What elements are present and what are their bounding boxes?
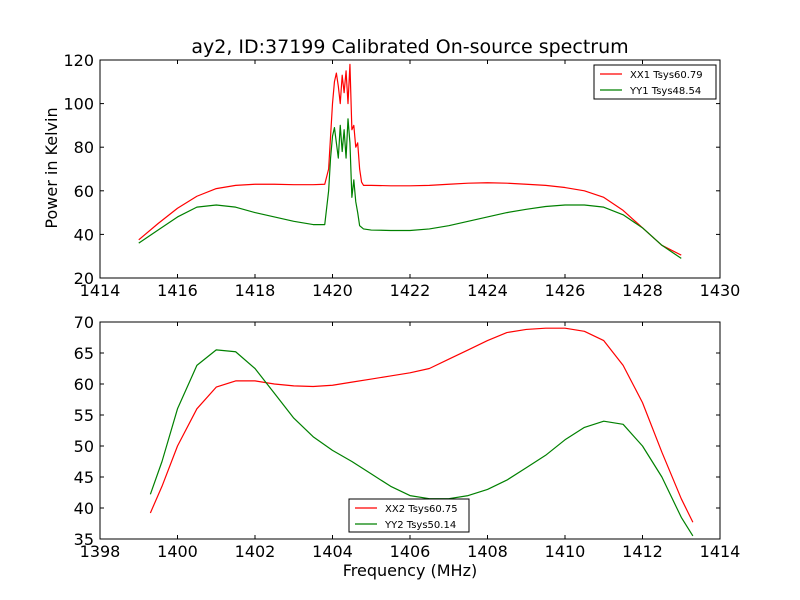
bottom-chart-y-tick-label: 65	[74, 344, 94, 363]
top-chart-y-axis-label: Power in Kelvin	[42, 107, 61, 228]
top-chart-y-tick-label: 80	[74, 138, 94, 157]
top-chart-legend: XX1 Tsys60.79 YY1 Tsys48.54	[593, 64, 717, 100]
top-chart-y-tick-label: 40	[74, 225, 94, 244]
top-chart-x-tick-label: 1428	[622, 281, 663, 300]
top-chart-x-tick-label: 1430	[700, 281, 741, 300]
top-chart: 1414 1416 1418 1420 1422 1424 1426 1428 1430 20 40…	[63, 51, 740, 300]
top-chart-series-line-1	[138, 63, 682, 256]
bottom-chart-y-tick-label: 50	[74, 437, 94, 456]
bottom-chart-y-tick-label: 35	[74, 530, 94, 549]
top-chart-x-tick-label: 1424	[467, 281, 508, 300]
bottom-chart-x-tick-label: 1406	[390, 542, 431, 561]
top-chart-series-line-2	[138, 118, 682, 259]
top-chart-title: ay2, ID:37199 Calibrated On-source spect…	[191, 36, 628, 58]
top-chart-y-tick-label: 120	[63, 51, 94, 70]
top-chart-y-tick-label: 60	[74, 182, 94, 201]
top-chart-y-tick-label: 100	[63, 95, 94, 114]
top-chart-x-tick-label: 1416	[157, 281, 198, 300]
top-chart-legend-label-2: YY1 Tsys48.54	[629, 86, 701, 97]
bottom-chart-y-tick-label: 55	[74, 406, 94, 425]
bottom-chart-x-tick-label: 1412	[622, 542, 663, 561]
bottom-chart-x-tick-label: 1410	[545, 542, 586, 561]
bottom-chart-x-tick-label: 1404	[312, 542, 353, 561]
bottom-chart-y-tick-label: 45	[74, 468, 94, 487]
top-chart-x-tick-label: 1420	[312, 281, 353, 300]
bottom-chart-x-axis-label: Frequency (MHz)	[343, 561, 477, 580]
bottom-chart-legend-label-2: YY2 Tsys50.14	[384, 520, 456, 531]
bottom-chart-x-tick-label: 1414	[700, 542, 741, 561]
bottom-chart-x-tick-label: 1398	[80, 542, 121, 561]
bottom-chart-y-tick-label: 40	[74, 499, 94, 518]
bottom-chart-legend: XX2 Tsys60.75 YY2 Tsys50.14	[348, 498, 470, 533]
top-chart-legend-box	[593, 64, 717, 100]
bottom-chart-series-line-1	[149, 327, 694, 523]
top-chart-x-tick-label: 1418	[235, 281, 276, 300]
bottom-chart-x-tick-label: 1400	[157, 542, 198, 561]
top-chart-x-tick-label: 1414	[80, 281, 121, 300]
bottom-chart-x-tick-label: 1408	[467, 542, 508, 561]
top-chart-y-tick-label: 20	[74, 269, 94, 288]
bottom-chart-x-tick-label: 1402	[235, 542, 276, 561]
bottom-chart-y-tick-label: 60	[74, 375, 94, 394]
top-chart-x-tick-label: 1426	[545, 281, 586, 300]
bottom-chart-legend-box	[348, 498, 470, 533]
bottom-chart-series-line-2	[149, 349, 694, 537]
top-chart-legend-label-1: XX1 Tsys60.79	[630, 70, 703, 81]
top-chart-x-tick-label: 1422	[390, 281, 431, 300]
bottom-chart-legend-label-1: XX2 Tsys60.75	[385, 504, 458, 515]
bottom-chart-y-tick-label: 70	[74, 313, 94, 332]
bottom-chart: 1398 1400 1402 1404 1406 1408 1410 1412 1414 35 40…	[74, 313, 741, 561]
